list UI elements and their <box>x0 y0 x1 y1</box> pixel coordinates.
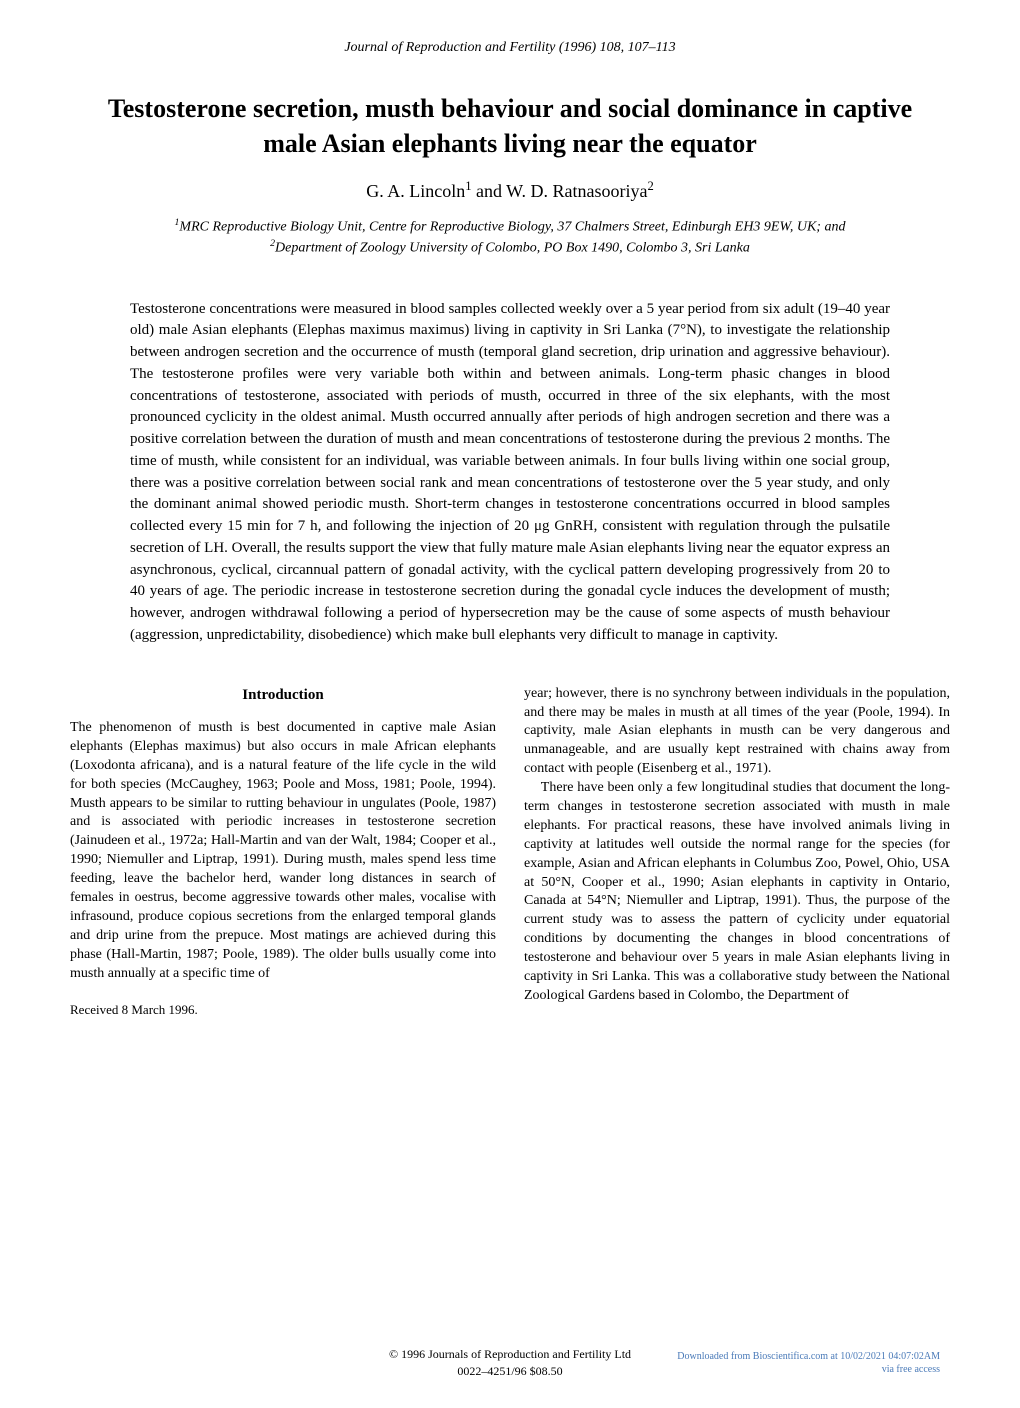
received-date: Received 8 March 1996. <box>70 1001 496 1019</box>
journal-header: Journal of Reproduction and Fertility (1… <box>70 40 950 56</box>
intro-para-3: There have been only a few longitudinal … <box>524 779 950 1006</box>
watermark-timestamp: Downloaded from Bioscientifica.com at 10… <box>677 1350 940 1363</box>
affiliations: 1MRC Reproductive Biology Unit, Centre f… <box>70 216 950 259</box>
body-columns: Introduction The phenomenon of musth is … <box>70 685 950 1019</box>
introduction-heading: Introduction <box>70 685 496 705</box>
intro-para-2: year; however, there is no synchrony bet… <box>524 685 950 779</box>
authors: G. A. Lincoln1 and W. D. Ratnasooriya2 <box>70 179 950 202</box>
abstract: Testosterone concentrations were measure… <box>70 299 950 647</box>
watermark-access: via free access <box>677 1363 940 1376</box>
download-watermark: Downloaded from Bioscientifica.com at 10… <box>677 1350 940 1376</box>
intro-para-1: The phenomenon of musth is best document… <box>70 719 496 983</box>
left-column: Introduction The phenomenon of musth is … <box>70 685 496 1019</box>
right-column: year; however, there is no synchrony bet… <box>524 685 950 1019</box>
article-title: Testosterone secretion, musth behaviour … <box>70 91 950 161</box>
